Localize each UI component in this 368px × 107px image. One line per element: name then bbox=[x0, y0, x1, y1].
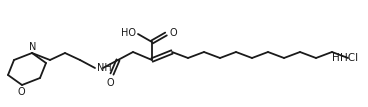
Text: NH: NH bbox=[97, 63, 112, 73]
Text: HO: HO bbox=[121, 28, 136, 38]
Text: O: O bbox=[169, 28, 177, 38]
Text: N: N bbox=[29, 42, 37, 52]
Text: HCl: HCl bbox=[340, 53, 358, 63]
Text: O: O bbox=[17, 87, 25, 97]
Text: O: O bbox=[106, 78, 114, 88]
Text: H: H bbox=[332, 53, 340, 63]
